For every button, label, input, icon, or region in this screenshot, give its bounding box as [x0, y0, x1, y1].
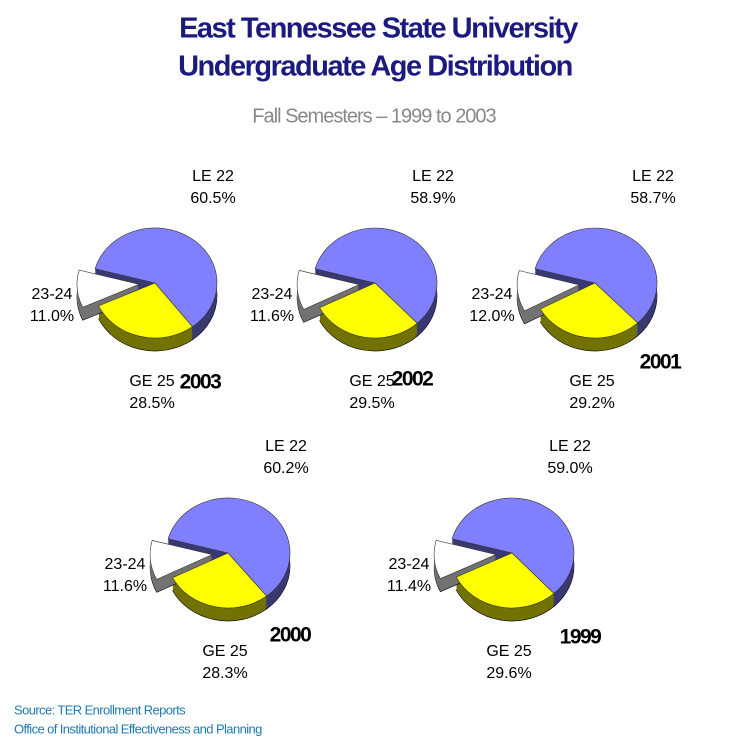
pie-slice	[319, 282, 418, 339]
title: East Tennessee State University	[179, 13, 578, 45]
pie-slice	[516, 270, 581, 312]
data-label: 28.5%	[129, 395, 174, 412]
data-label: 23-24	[389, 556, 430, 573]
data-label: 23-24	[252, 286, 293, 303]
data-label: 60.5%	[190, 190, 235, 207]
data-label: 12.0%	[469, 308, 514, 325]
pie	[433, 497, 575, 622]
data-label: GE 25	[129, 373, 174, 390]
pie	[76, 227, 218, 352]
title: Undergraduate Age Distribution	[178, 51, 572, 83]
data-label: 11.4%	[387, 578, 431, 595]
data-label: 11.6%	[103, 578, 147, 595]
data-label: GE 25	[202, 643, 247, 660]
data-label: 29.2%	[569, 395, 614, 412]
source: Source: TER Enrollment Reports	[14, 702, 186, 717]
pie	[296, 227, 438, 352]
pie-slice	[314, 227, 438, 324]
pie-slice	[433, 539, 498, 580]
pie-slice	[455, 552, 555, 609]
data-label: 11.0%	[30, 308, 74, 325]
data-label: GE 25	[486, 643, 531, 660]
data-label: 29.6%	[486, 665, 531, 682]
pie-slice	[167, 497, 291, 597]
pie-slice	[149, 540, 214, 580]
pie-year: 2000	[270, 624, 312, 647]
data-label: 60.2%	[263, 460, 308, 477]
pie-slice	[98, 282, 193, 339]
pie-slice	[451, 497, 575, 594]
data-label: LE 22	[632, 168, 674, 185]
pie-slice	[76, 269, 141, 308]
data-label: GE 25	[349, 373, 394, 390]
pie-slice	[172, 552, 268, 609]
pie-slice	[296, 270, 361, 310]
data-label: 59.0%	[547, 460, 592, 477]
data-label: LE 22	[265, 438, 307, 455]
data-label: 28.3%	[202, 665, 247, 682]
data-label: 11.6%	[250, 308, 294, 325]
data-label: 58.9%	[410, 190, 455, 207]
data-label: LE 22	[412, 168, 454, 185]
data-label: LE 22	[192, 168, 234, 185]
data-label: 23-24	[472, 286, 513, 303]
pie-slice	[534, 227, 658, 324]
data-label: 58.7%	[630, 190, 675, 207]
pie-year: 1999	[560, 626, 602, 649]
pie-year: 2001	[640, 351, 683, 374]
pie	[149, 497, 291, 622]
pie-slice	[94, 227, 218, 328]
data-label: GE 25	[569, 373, 614, 390]
pie	[516, 227, 658, 352]
data-label: 29.5%	[349, 395, 394, 412]
source: Office of Institutional Effectiveness an…	[14, 721, 262, 736]
data-label: LE 22	[549, 438, 591, 455]
pie-slice	[539, 282, 639, 339]
data-label: 23-24	[32, 286, 73, 303]
pie-year: 2003	[180, 371, 222, 394]
pie-year: 2002	[392, 368, 434, 391]
data-label: 23-24	[105, 556, 146, 573]
subtitle: Fall Semesters – 1999 to 2003	[252, 105, 496, 127]
